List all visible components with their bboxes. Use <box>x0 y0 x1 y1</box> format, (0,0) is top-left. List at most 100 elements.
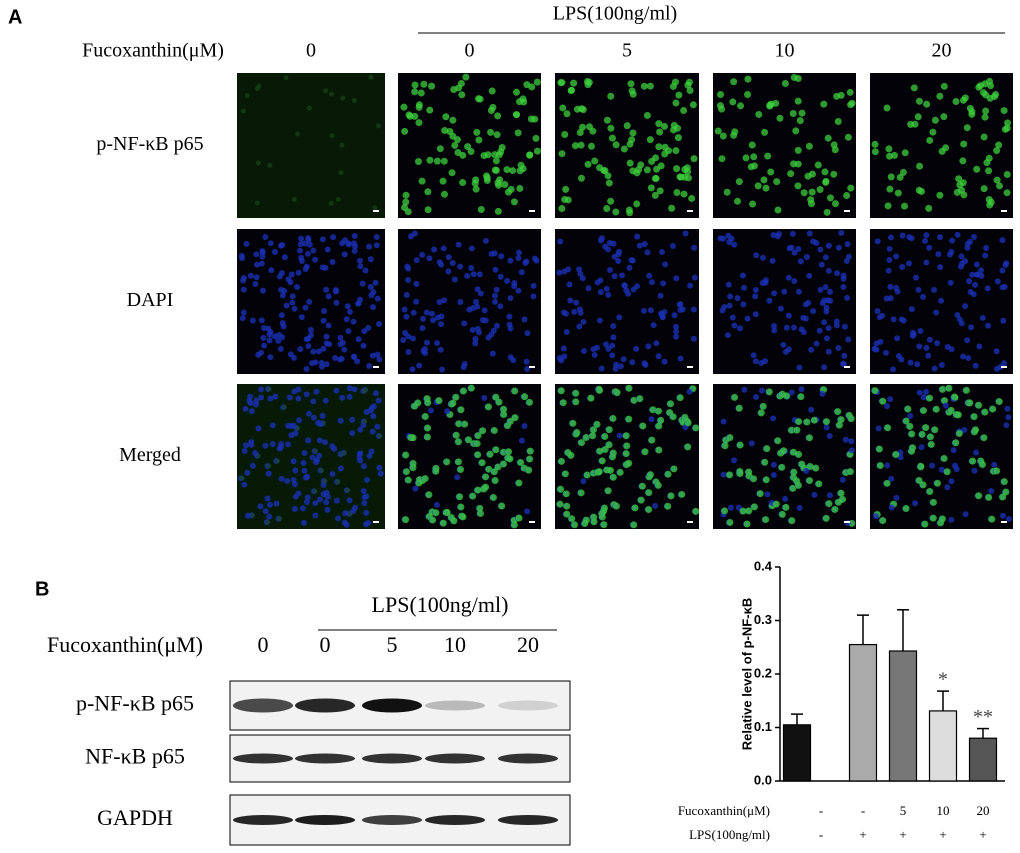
cell-stain <box>987 82 995 90</box>
nucleus <box>673 328 680 335</box>
cell-stain <box>283 75 289 81</box>
nucleus <box>413 257 420 264</box>
cell-stain <box>490 468 498 476</box>
nucleus <box>646 272 653 279</box>
nucleus <box>366 452 373 459</box>
cell-stain <box>506 417 514 425</box>
nucleus <box>369 352 376 359</box>
cell-stain <box>886 185 894 193</box>
cell-stain <box>625 415 633 423</box>
cell-stain <box>776 114 784 122</box>
cell-stain <box>306 105 312 111</box>
cell-stain <box>734 197 742 205</box>
nucleus <box>644 249 651 256</box>
cell-stain <box>894 189 902 197</box>
nucleus <box>658 311 665 318</box>
cell-stain <box>492 446 500 454</box>
nucleus <box>438 261 445 268</box>
nucleus <box>597 277 604 284</box>
nucleus <box>913 274 920 281</box>
panel-label: A <box>8 6 22 28</box>
panel-label: B <box>35 578 49 600</box>
cell-stain <box>557 387 565 395</box>
cell-stain <box>798 109 806 117</box>
nucleus <box>976 343 983 350</box>
nucleus <box>580 478 587 485</box>
nucleus <box>492 266 499 273</box>
lane-label: 10 <box>444 632 466 657</box>
cell-stain <box>623 442 631 450</box>
nucleus <box>1001 360 1008 367</box>
nucleus <box>655 353 662 360</box>
nucleus <box>430 317 437 324</box>
nucleus <box>642 361 649 368</box>
nucleus <box>310 398 317 405</box>
nucleus <box>244 469 251 476</box>
nucleus <box>822 254 829 261</box>
nucleus <box>297 241 304 248</box>
cell-stain <box>457 406 465 414</box>
nucleus <box>324 246 331 253</box>
nucleus <box>324 506 331 513</box>
nucleus <box>239 315 246 322</box>
nucleus <box>470 271 477 278</box>
cell-stain <box>807 200 815 208</box>
nucleus <box>428 407 435 414</box>
nucleus <box>727 504 734 511</box>
cell-stain <box>721 442 729 450</box>
cell-stain <box>901 149 909 157</box>
nucleus <box>788 389 795 396</box>
nucleus <box>441 297 448 304</box>
cell-stain <box>489 494 497 502</box>
cell-stain <box>794 97 802 105</box>
nucleus <box>974 271 981 278</box>
nucleus <box>242 442 249 449</box>
nucleus <box>609 352 616 359</box>
cell-stain <box>601 432 609 440</box>
cell-stain <box>763 445 771 453</box>
cell-stain <box>410 402 418 410</box>
cell-stain <box>498 502 506 510</box>
bar <box>888 650 918 782</box>
cell-stain <box>995 141 1003 149</box>
cell-stain <box>591 157 599 165</box>
nucleus <box>436 299 443 306</box>
cell-stain <box>441 190 449 198</box>
nucleus <box>806 272 813 279</box>
nucleus <box>762 358 769 365</box>
nucleus <box>942 402 949 409</box>
nucleus <box>322 439 329 446</box>
cell-stain <box>339 142 345 148</box>
cell-stain <box>590 426 598 434</box>
nucleus <box>625 290 632 297</box>
cell-stain <box>981 113 989 121</box>
nucleus <box>931 286 938 293</box>
cell-stain <box>968 108 976 116</box>
cell-stain <box>765 388 773 396</box>
cell-stain <box>737 102 745 110</box>
cell-stain <box>424 424 432 432</box>
nucleus <box>871 345 878 352</box>
nucleus <box>905 260 912 267</box>
cell-stain <box>441 126 449 134</box>
band <box>498 700 558 711</box>
cell-stain <box>600 166 608 174</box>
cell-stain <box>411 88 419 96</box>
nucleus <box>333 299 340 306</box>
nucleus <box>844 520 851 527</box>
cell-stain <box>525 466 533 474</box>
cell-stain <box>426 156 434 164</box>
x-tick-label: - <box>819 803 823 818</box>
nucleus <box>241 448 248 455</box>
nucleus <box>727 293 734 300</box>
scale-bar <box>529 366 535 368</box>
cell-stain <box>482 473 490 481</box>
nucleus <box>316 437 323 444</box>
nucleus <box>823 335 830 342</box>
cell-stain <box>594 468 602 476</box>
nucleus <box>720 235 727 242</box>
nucleus <box>591 351 598 358</box>
band <box>362 698 422 713</box>
nucleus <box>791 324 798 331</box>
cell-stain <box>767 168 775 176</box>
